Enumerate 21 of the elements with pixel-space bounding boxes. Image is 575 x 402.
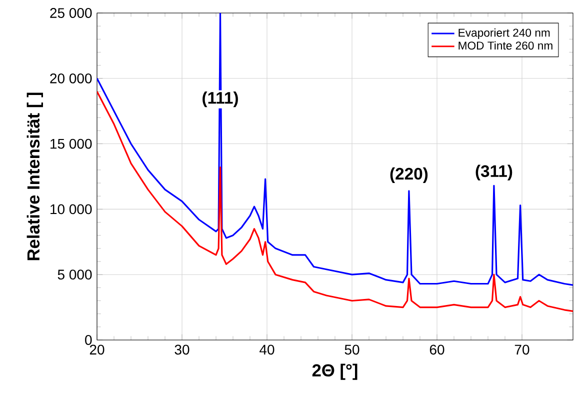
y-axis-title: Relative Intensität [ ] [26,92,43,260]
legend-label: Evaporiert 240 nm [458,28,550,39]
y-tick-label: 10 000 [50,204,92,214]
x-tick-label: 40 [260,344,274,355]
y-tick-label: 5 000 [58,270,92,280]
annotation: (220) [390,167,428,183]
x-tick-label: 30 [174,344,190,355]
annotation: (111) [202,92,238,108]
x-tick-label: 50 [344,344,360,355]
y-tick-label: 20 000 [50,73,92,84]
y-tick-label: 25 000 [50,8,92,18]
y-tick-label: 15 000 [50,138,92,149]
x-tick-label: 20 [90,344,104,355]
x-axis-title: 2Θ [°] [312,364,358,380]
line-series [97,90,573,312]
y-tick-label: 0 [85,335,92,345]
annotation: (311) [476,164,512,180]
legend-label: MOD Tinte 260 nm [458,41,552,50]
x-tick-label: 60 [430,344,444,355]
line-series [97,12,573,286]
x-tick-label: 70 [514,344,530,355]
